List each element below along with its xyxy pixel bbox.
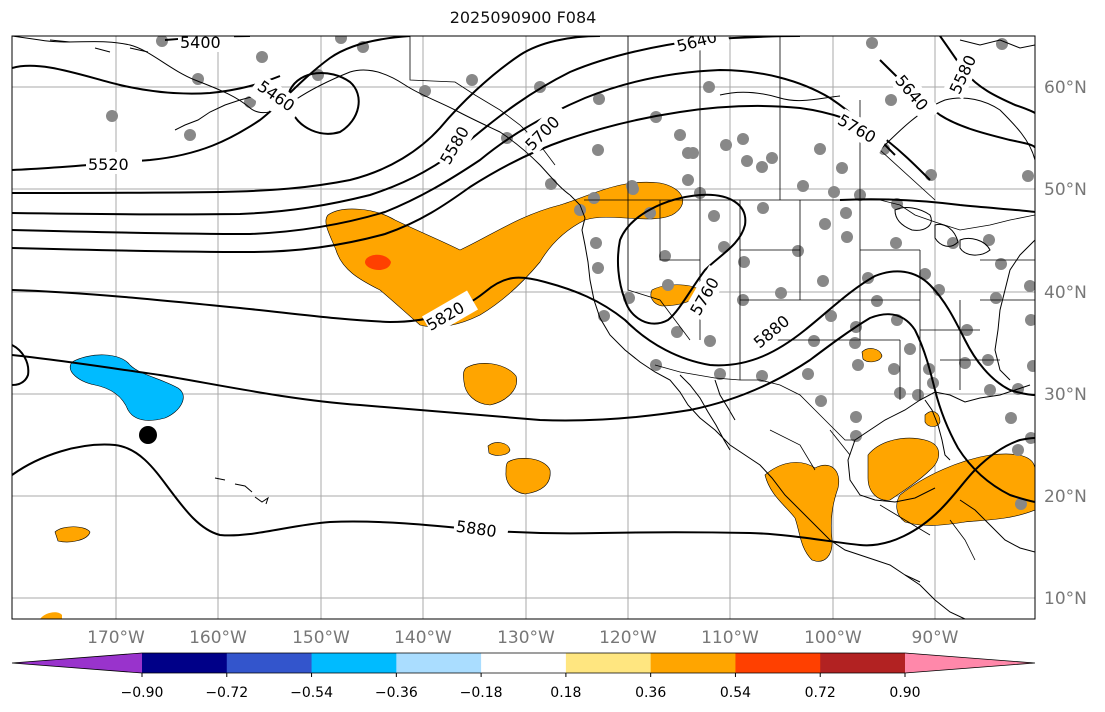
colorbar-segment xyxy=(226,653,313,673)
colorbar-segment xyxy=(311,653,397,673)
positive-anomaly-florida xyxy=(924,411,941,427)
map-frame xyxy=(11,35,1036,620)
contour-5820-west xyxy=(12,344,30,386)
contour-5760-south xyxy=(839,198,1035,213)
negative-anomaly-hawaii xyxy=(70,354,184,421)
colorbar-segment xyxy=(650,653,736,673)
contour-label-5520: 5520 xyxy=(88,155,129,174)
aleutian-chain xyxy=(49,39,256,131)
lat-label: 40°N xyxy=(1044,283,1087,303)
positive-anomaly-gulf xyxy=(867,437,940,501)
us-canada-border xyxy=(584,199,1035,231)
map-title: 2025090900 F084 xyxy=(449,8,597,27)
alaska-coast xyxy=(12,36,571,196)
gulf-coast xyxy=(847,384,1031,503)
positive-anomaly-hawaii-east xyxy=(505,457,551,495)
lon-label: 140°W xyxy=(394,628,452,648)
contour-5700 xyxy=(12,68,896,236)
colorbar-tick-label: −0.90 xyxy=(121,685,164,701)
colorbar-tick-label: 0.72 xyxy=(805,685,836,701)
station-dots xyxy=(106,36,1035,510)
hawaii-islands xyxy=(214,477,269,505)
colorbar-segment xyxy=(820,653,906,673)
us-mexico-border xyxy=(654,364,855,441)
bc-coast xyxy=(569,194,921,583)
latitude-labels: 60°N 50°N 40°N 30°N 20°N 10°N xyxy=(1044,78,1087,609)
positive-anomaly-texas xyxy=(861,348,883,363)
contour-5760-ring xyxy=(616,193,747,325)
colorbar-tick-label: −0.54 xyxy=(290,685,333,701)
colorbar-tick-label: −0.72 xyxy=(205,685,248,701)
lon-label: 110°W xyxy=(701,628,759,648)
lon-label: 100°W xyxy=(804,628,862,648)
lon-label: 160°W xyxy=(189,628,247,648)
lat-label: 30°N xyxy=(1044,385,1087,405)
lat-label: 60°N xyxy=(1044,78,1087,98)
hawaii-marker xyxy=(139,426,157,444)
hudson-bay xyxy=(879,97,1035,161)
colorbar: −0.90 −0.72 −0.54 −0.36 −0.18 0.18 0.36 0.54 0.7… xyxy=(11,652,1036,701)
positive-anomaly-great-basin xyxy=(650,284,701,307)
colorbar-tick-label: 0.54 xyxy=(720,685,751,701)
colorbar-segment xyxy=(735,653,821,673)
colorbar-extend-high xyxy=(905,653,1035,673)
lat-label: 20°N xyxy=(1044,487,1087,507)
positive-anomaly-offshore xyxy=(463,363,517,406)
colorbar-tick-label: 0.90 xyxy=(889,685,920,701)
colorbar-segment xyxy=(142,653,228,673)
lat-label: 50°N xyxy=(1044,180,1087,200)
colorbar-segment xyxy=(396,653,482,673)
positive-anomaly-pacific-band xyxy=(325,181,684,328)
lon-label: 90°W xyxy=(912,628,959,648)
positive-anomaly-strong-core xyxy=(365,254,391,270)
mexico-state-lines xyxy=(769,429,976,561)
colorbar-tick-label: 0.18 xyxy=(550,685,581,701)
contour-label-5400: 5400 xyxy=(180,33,221,52)
political-borders xyxy=(409,36,1035,561)
positive-anomaly-small-3 xyxy=(40,612,62,619)
positive-anomaly-small-1 xyxy=(487,442,511,456)
longitude-labels: 170°W 160°W 150°W 140°W 130°W 120°W 110°… xyxy=(87,628,959,648)
lon-label: 120°W xyxy=(599,628,657,648)
contour-5580-east xyxy=(939,36,1035,114)
lon-label: 150°W xyxy=(292,628,350,648)
coastlines xyxy=(12,36,1035,619)
colorbar-tick-label: 0.36 xyxy=(635,685,666,701)
florida xyxy=(924,399,951,461)
contour-5880-east xyxy=(974,437,1035,471)
central-america xyxy=(904,499,1035,619)
colorbar-tick-label: −0.18 xyxy=(460,685,503,701)
contour-5460 xyxy=(12,64,281,95)
colorbar-tick-label: −0.36 xyxy=(375,685,418,701)
positive-anomaly-small-2 xyxy=(54,526,91,543)
colorbar-segment xyxy=(565,653,652,673)
lat-label: 10°N xyxy=(1044,589,1087,609)
contour-5880 xyxy=(12,313,1035,503)
contour-5580 xyxy=(12,36,601,194)
colorbar-segment xyxy=(481,653,567,673)
lon-label: 170°W xyxy=(87,628,145,648)
us-state-lines xyxy=(627,200,1035,400)
canada-province-lines xyxy=(627,36,936,201)
contour-5820 xyxy=(12,270,1035,396)
lon-label: 130°W xyxy=(497,628,555,648)
colorbar-extend-low xyxy=(12,653,142,673)
